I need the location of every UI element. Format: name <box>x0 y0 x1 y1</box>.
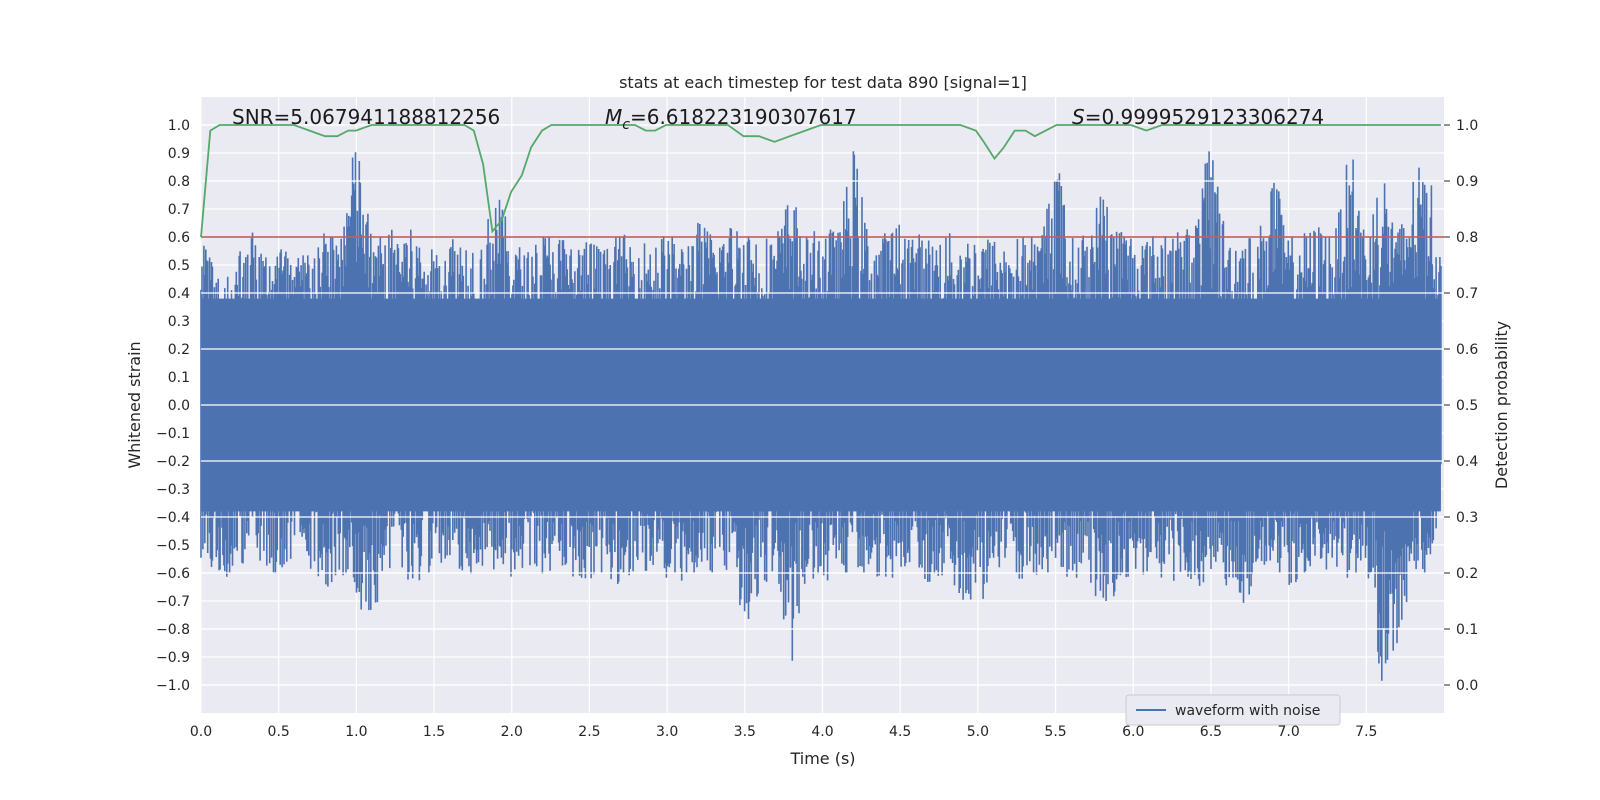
strain-series <box>200 124 1444 686</box>
chirp-mass-symbol: M <box>605 105 622 129</box>
s-value: =0.9999529123306274 <box>1085 105 1324 129</box>
y-tick-label: 1.0 <box>168 118 190 134</box>
legend-box <box>1125 694 1341 726</box>
y2-tick-label: 1.0 <box>1456 118 1478 134</box>
y-axis-label: Whitened strain <box>125 341 144 468</box>
x-tick-label: 3.5 <box>734 724 756 740</box>
legend: waveform with noise <box>1125 694 1341 726</box>
x-tick-label: 2.5 <box>578 724 600 740</box>
x-tick-label: 1.5 <box>423 724 445 740</box>
y2-tick-label: 0.3 <box>1456 510 1478 526</box>
y-tick-label: 0.9 <box>168 146 190 162</box>
y-tick-label: −0.1 <box>156 426 190 442</box>
x-tick-label: 4.0 <box>811 724 833 740</box>
x-tick-label: 4.5 <box>889 724 911 740</box>
x-tick-label: 5.0 <box>967 724 989 740</box>
chirp-mass-subscript: c <box>622 117 630 133</box>
x-tick-label: 3.0 <box>656 724 678 740</box>
y-tick-label: 0.6 <box>168 230 190 246</box>
y2-tick-label: 0.6 <box>1456 342 1478 358</box>
x-tick-labels: 0.0 0.5 1.0 1.5 2.0 2.5 3.0 3.5 4.0 4.5 5.0 5.5 6.0 6… <box>190 724 1378 740</box>
y2-tick-label: 0.7 <box>1456 286 1478 302</box>
y-tick-label: 0.4 <box>168 286 190 302</box>
x-axis-label: Time (s) <box>789 749 855 768</box>
y-tick-label: −0.7 <box>156 594 190 610</box>
y-tick-label: −1.0 <box>156 678 190 694</box>
x-tick-label: 0.0 <box>190 724 212 740</box>
s-symbol: S <box>1072 105 1085 129</box>
y2-tick-label: 0.9 <box>1456 174 1478 190</box>
x-tick-label: 5.5 <box>1044 724 1066 740</box>
y-tick-label: 0.7 <box>168 202 190 218</box>
y2-axis-label: Detection probability <box>1492 321 1511 489</box>
chirp-mass-annotation: Mc=6.618223190307617 <box>605 105 857 133</box>
y2-tick-label: 0.1 <box>1456 622 1478 638</box>
legend-label: waveform with noise <box>1175 703 1320 719</box>
y-tick-label: 0.3 <box>168 314 190 330</box>
y-tick-label: −0.8 <box>156 622 190 638</box>
x-tick-label: 0.5 <box>268 724 290 740</box>
snr-annotation: SNR=5.067941188812256 <box>232 105 500 129</box>
y2-tick-label: 0.4 <box>1456 454 1478 470</box>
y-tick-label: 0.8 <box>168 174 190 190</box>
x-tick-label: 6.0 <box>1122 724 1144 740</box>
y-tick-label: −0.3 <box>156 482 190 498</box>
y-tick-label: −0.9 <box>156 650 190 666</box>
x-tick-label: 7.5 <box>1355 724 1377 740</box>
y-tick-label: 0.5 <box>168 258 190 274</box>
y-tick-labels: −1.0 −0.9 −0.8 −0.7 −0.6 −0.5 −0.4 −0.3 −0.2 −0.1… <box>156 118 190 694</box>
y2-tick-labels: 0.0 0.1 0.2 0.3 0.4 0.5 0.6 0.7 0.8 0.9 1.0 <box>1444 118 1478 694</box>
y2-tick-label: 0.8 <box>1456 230 1478 246</box>
y-tick-label: −0.6 <box>156 566 190 582</box>
x-tick-label: 2.0 <box>501 724 523 740</box>
y-tick-label: −0.5 <box>156 538 190 554</box>
x-tick-label: 1.0 <box>345 724 367 740</box>
chart-title: stats at each timestep for test data 890… <box>619 73 1027 92</box>
y2-tick-label: 0.2 <box>1456 566 1478 582</box>
y-tick-label: 0.0 <box>168 398 190 414</box>
x-tick-label: 6.5 <box>1200 724 1222 740</box>
y-tick-label: −0.2 <box>156 454 190 470</box>
chirp-mass-value: =6.618223190307617 <box>630 105 857 129</box>
y-tick-label: −0.4 <box>156 510 190 526</box>
detection-probability-line <box>200 124 1441 238</box>
y-tick-label: 0.2 <box>168 342 190 358</box>
s-annotation: S=0.9999529123306274 <box>1072 105 1324 129</box>
y-tick-label: 0.1 <box>168 370 190 386</box>
x-tick-label: 7.0 <box>1277 724 1299 740</box>
y2-tick-label: 0.0 <box>1456 678 1478 694</box>
y2-tick-label: 0.5 <box>1456 398 1478 414</box>
